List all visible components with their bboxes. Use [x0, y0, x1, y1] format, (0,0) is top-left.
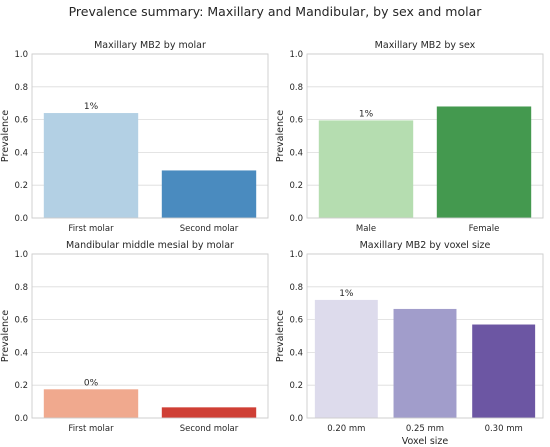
- panel-title: Mandibular middle mesial by molar: [66, 240, 234, 251]
- y-tick-label: 0.8: [289, 83, 303, 93]
- x-tick-label: Second molar: [180, 224, 239, 234]
- axes-frame: [306, 253, 544, 419]
- y-axis-label: Prevalence: [275, 310, 286, 362]
- y-tick-label: 0.0: [289, 414, 303, 424]
- bar: [43, 113, 139, 218]
- y-tick-label: 0.0: [289, 214, 303, 224]
- y-axis-label: Prevalence: [275, 110, 286, 162]
- y-tick-label: 1.0: [289, 50, 303, 60]
- axes-frame: [306, 53, 544, 219]
- y-tick-label: 0.4: [14, 348, 28, 358]
- y-tick-label: 0.8: [289, 283, 303, 293]
- panel-title: Maxillary MB2 by molar: [94, 40, 206, 51]
- x-tick-label: First molar: [68, 424, 114, 434]
- bar: [161, 170, 257, 218]
- bar: [436, 106, 532, 218]
- bar: [314, 299, 378, 418]
- bar: [43, 389, 139, 418]
- y-axis-label: Prevalence: [0, 110, 11, 162]
- y-tick-label: 0.2: [14, 181, 28, 191]
- x-tick-label: Female: [469, 224, 500, 234]
- y-tick-label: 0.4: [289, 148, 303, 158]
- data-label: 0%: [84, 378, 99, 388]
- y-tick-label: 0.8: [14, 83, 28, 93]
- y-tick-label: 0.6: [14, 316, 28, 326]
- x-tick-label: 0.20 mm: [327, 424, 365, 434]
- y-axis-label: Prevalence: [0, 310, 11, 362]
- x-tick-label: 0.25 mm: [406, 424, 444, 434]
- x-tick-label: First molar: [68, 224, 114, 234]
- y-tick-label: 0.6: [14, 116, 28, 126]
- y-tick-label: 0.4: [14, 148, 28, 158]
- data-label: 1%: [339, 289, 354, 299]
- bar: [318, 120, 414, 218]
- y-tick-label: 0.8: [14, 283, 28, 293]
- axes-frame: [31, 53, 269, 219]
- x-tick-label: Second molar: [180, 424, 239, 434]
- chart-panel-1: 0.0 0.2 0.4 0.6 0.8 1.0 First molar 1% Second mo…: [0, 40, 269, 234]
- x-tick-label: 0.30 mm: [485, 424, 523, 434]
- data-label: 1%: [84, 102, 99, 112]
- data-label: 1%: [359, 109, 374, 119]
- y-tick-label: 0.0: [14, 414, 28, 424]
- figure-title: Prevalence summary: Maxillary and Mandib…: [69, 4, 483, 19]
- bar: [393, 308, 457, 418]
- axes-frame: [31, 253, 269, 419]
- x-axis-label: Voxel size: [402, 436, 449, 447]
- chart-panel-3: 0.0 0.2 0.4 0.6 0.8 1.0 First molar 0% Second mo…: [0, 240, 269, 434]
- y-tick-label: 0.0: [14, 214, 28, 224]
- y-tick-label: 0.6: [289, 316, 303, 326]
- y-tick-label: 0.2: [289, 181, 303, 191]
- chart-panel-2: 0.0 0.2 0.4 0.6 0.8 1.0 Male 1% Female Maxillary …: [275, 40, 544, 234]
- y-tick-label: 1.0: [289, 250, 303, 260]
- y-tick-label: 0.2: [289, 381, 303, 391]
- y-tick-label: 1.0: [14, 50, 28, 60]
- panel-title: Maxillary MB2 by sex: [375, 40, 476, 51]
- bar: [161, 407, 257, 418]
- panel-title: Maxillary MB2 by voxel size: [360, 240, 491, 251]
- y-tick-label: 1.0: [14, 250, 28, 260]
- x-tick-label: Male: [356, 224, 376, 234]
- y-tick-label: 0.4: [289, 348, 303, 358]
- chart-panel-4: 0.0 0.2 0.4 0.6 0.8 1.0 0.20 mm 1% 0.25 mm 0.30 m…: [275, 240, 544, 447]
- y-tick-label: 0.2: [14, 381, 28, 391]
- bar: [472, 324, 536, 418]
- y-tick-label: 0.6: [289, 116, 303, 126]
